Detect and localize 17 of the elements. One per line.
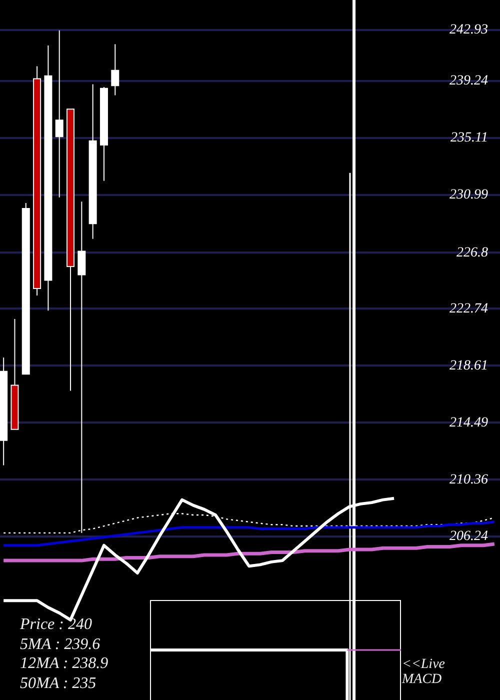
y-tick-label: 210.36 <box>450 472 488 488</box>
annotation: <<Live MACD <box>402 657 446 687</box>
y-tick-label: 230.99 <box>450 188 488 202</box>
candlestick <box>111 44 120 96</box>
annotation: Price : 240 <box>20 615 93 635</box>
y-tick-label: 218.61 <box>450 358 488 374</box>
y-tick-label: 226.8 <box>456 245 488 260</box>
y-tick-label: 214.49 <box>450 415 488 430</box>
annotation: 12MA : 238.9 <box>20 654 110 674</box>
candlestick <box>55 30 64 198</box>
y-tick-label: 242.93 <box>450 22 488 38</box>
annotation: 50MA : 235 <box>20 674 98 694</box>
y-tick-label: 239.24 <box>450 74 488 89</box>
annotation: 5MA : 239.6 <box>20 634 102 654</box>
y-tick-label: 206.24 <box>450 529 488 544</box>
y-tick-label: 222.74 <box>450 301 488 316</box>
y-tick-label: 235.11 <box>450 130 488 146</box>
